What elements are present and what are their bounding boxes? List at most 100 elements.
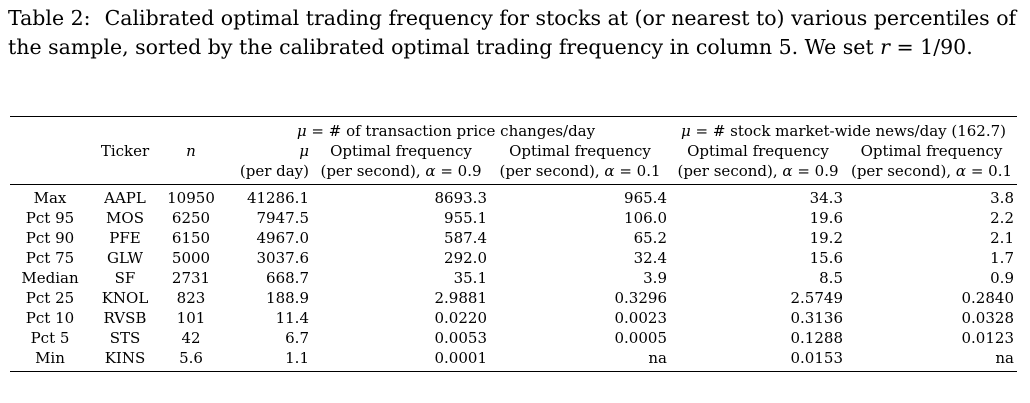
percentile-cell: Pct 75 bbox=[25, 249, 75, 267]
ticker-cell: AAPL bbox=[104, 189, 146, 207]
table-row: Pct 10 RVSB 101 11.4 0.0220 0.0023 0.3136 0.032… bbox=[10, 308, 1017, 328]
ticker-cell: GLW bbox=[106, 249, 144, 267]
n-cell: 5000 bbox=[171, 249, 211, 267]
mu-cell: 11.4 bbox=[275, 309, 309, 327]
freq-news-01-cell: 0.2840 bbox=[961, 289, 1015, 307]
n-cell: 5.6 bbox=[179, 349, 203, 367]
freq-trans-09-cell: 35.1 bbox=[453, 269, 487, 287]
ticker-cell: KINS bbox=[104, 349, 146, 367]
percentile-cell: Pct 95 bbox=[25, 209, 75, 227]
table-row: Pct 95 MOS 6250 7947.5 955.1 106.0 19.6 2.2 bbox=[10, 208, 1017, 228]
freq-news-09-cell: 2.5749 bbox=[790, 289, 844, 307]
caption-label: Table 2: bbox=[8, 6, 91, 30]
n-cell: 6150 bbox=[171, 229, 211, 247]
col-header-of3: Optimal frequency bbox=[687, 142, 829, 160]
freq-news-09-cell: 0.0153 bbox=[790, 349, 844, 367]
freq-trans-01-cell: 106.0 bbox=[624, 209, 667, 227]
mu-cell: 4967.0 bbox=[256, 229, 310, 247]
group-header-transactions: μ = # of transaction price changes/day bbox=[296, 122, 596, 140]
freq-trans-01-cell: na bbox=[648, 349, 667, 367]
freq-trans-09-cell: 0.0001 bbox=[434, 349, 488, 367]
freq-news-01-cell: 3.8 bbox=[990, 189, 1014, 207]
mu-cell: 6.7 bbox=[285, 329, 309, 347]
freq-news-01-cell: 0.0123 bbox=[961, 329, 1015, 347]
caption-text: Calibrated optimal trading frequency for… bbox=[8, 6, 1017, 59]
group-header-news: μ = # stock market-wide news/day (162.7) bbox=[680, 122, 1007, 140]
freq-news-09-cell: 15.6 bbox=[809, 249, 843, 267]
col-subheader-of1: (per second), α = 0.9 bbox=[320, 162, 482, 180]
percentile-cell: Min bbox=[35, 349, 65, 367]
freq-news-09-cell: 0.3136 bbox=[790, 309, 844, 327]
freq-news-01-cell: 0.9 bbox=[990, 269, 1014, 287]
freq-trans-01-cell: 3.9 bbox=[643, 269, 667, 287]
table-row: Pct 25 KNOL 823 188.9 2.9881 0.3296 2.5749 0.28… bbox=[10, 288, 1017, 308]
freq-trans-09-cell: 587.4 bbox=[444, 229, 487, 247]
freq-trans-09-cell: 0.0053 bbox=[434, 329, 488, 347]
percentile-cell: Pct 90 bbox=[25, 229, 75, 247]
freq-news-09-cell: 19.6 bbox=[809, 209, 843, 227]
column-subheader-row: (per day) (per second), α = 0.9 (per sec… bbox=[10, 161, 1017, 181]
freq-news-01-cell: 1.7 bbox=[990, 249, 1014, 267]
ticker-cell: MOS bbox=[106, 209, 144, 227]
freq-trans-01-cell: 32.4 bbox=[633, 249, 667, 267]
freq-trans-09-cell: 292.0 bbox=[444, 249, 487, 267]
ticker-cell: STS bbox=[109, 329, 141, 347]
freq-trans-01-cell: 965.4 bbox=[624, 189, 667, 207]
ticker-cell: PFE bbox=[109, 229, 141, 247]
freq-trans-01-cell: 0.3296 bbox=[614, 289, 668, 307]
mu-cell: 3037.6 bbox=[256, 249, 310, 267]
mu-cell: 41286.1 bbox=[246, 189, 309, 207]
percentile-cell: Pct 5 bbox=[30, 329, 70, 347]
mu-cell: 1.1 bbox=[285, 349, 309, 367]
table-row: Pct 5 STS 42 6.7 0.0053 0.0005 0.1288 0.0123 bbox=[10, 328, 1017, 348]
freq-news-01-cell: na bbox=[995, 349, 1014, 367]
caption-text-end: = 1/90. bbox=[889, 35, 973, 59]
freq-news-09-cell: 0.1288 bbox=[790, 329, 844, 347]
percentile-cell: Pct 10 bbox=[25, 309, 75, 327]
mu-cell: 668.7 bbox=[266, 269, 309, 287]
freq-trans-09-cell: 8693.3 bbox=[434, 189, 488, 207]
table-row: Pct 75 GLW 5000 3037.6 292.0 32.4 15.6 1.7 bbox=[10, 248, 1017, 268]
ticker-cell: SF bbox=[114, 269, 136, 287]
n-cell: 42 bbox=[181, 329, 201, 347]
freq-news-09-cell: 8.5 bbox=[819, 269, 843, 287]
freq-trans-09-cell: 0.0220 bbox=[434, 309, 488, 327]
ticker-cell: RVSB bbox=[103, 309, 147, 327]
column-header-row: Ticker n μ Optimal frequency Optimal fre… bbox=[10, 141, 1017, 161]
col-header-ticker: Ticker bbox=[100, 142, 150, 160]
freq-news-09-cell: 19.2 bbox=[809, 229, 843, 247]
mu-cell: 7947.5 bbox=[256, 209, 310, 227]
table-row: Min KINS 5.6 1.1 0.0001 na 0.0153 na bbox=[10, 348, 1017, 368]
col-header-of1: Optimal frequency bbox=[330, 142, 472, 160]
col-subheader-mu: (per day) bbox=[239, 162, 309, 180]
table-row: Max AAPL 10950 41286.1 8693.3 965.4 34.3 3.8 bbox=[10, 185, 1017, 209]
freq-news-09-cell: 34.3 bbox=[809, 189, 843, 207]
col-header-mu: μ bbox=[299, 142, 309, 160]
freq-trans-09-cell: 2.9881 bbox=[434, 289, 488, 307]
freq-trans-01-cell: 0.0023 bbox=[614, 309, 668, 327]
freq-trans-01-cell: 65.2 bbox=[633, 229, 667, 247]
freq-trans-01-cell: 0.0005 bbox=[614, 329, 668, 347]
col-header-of2: Optimal frequency bbox=[509, 142, 651, 160]
col-subheader-of4: (per second), α = 0.1 bbox=[850, 162, 1013, 180]
table-caption: Table 2: Calibrated optimal trading frequ… bbox=[8, 4, 1022, 62]
n-cell: 2731 bbox=[171, 269, 211, 287]
freq-news-01-cell: 0.0328 bbox=[961, 309, 1015, 327]
group-header-row: μ = # of transaction price changes/day μ… bbox=[10, 121, 1017, 141]
n-cell: 823 bbox=[176, 289, 206, 307]
table-row: Pct 90 PFE 6150 4967.0 587.4 65.2 19.2 2.1 bbox=[10, 228, 1017, 248]
caption-var-r: r bbox=[880, 35, 890, 59]
n-cell: 6250 bbox=[171, 209, 211, 227]
mu-cell: 188.9 bbox=[266, 289, 309, 307]
col-subheader-of3: (per second), α = 0.9 bbox=[677, 162, 839, 180]
col-header-n: n bbox=[186, 142, 196, 160]
n-cell: 10950 bbox=[167, 189, 215, 207]
freq-news-01-cell: 2.2 bbox=[990, 209, 1014, 227]
freq-news-01-cell: 2.1 bbox=[990, 229, 1014, 247]
table-body: Max AAPL 10950 41286.1 8693.3 965.4 34.3 3.8 Pct… bbox=[10, 185, 1017, 369]
results-table: μ = # of transaction price changes/day μ… bbox=[10, 116, 1017, 372]
ticker-cell: KNOL bbox=[101, 289, 149, 307]
percentile-cell: Pct 25 bbox=[25, 289, 75, 307]
percentile-cell: Max bbox=[33, 189, 67, 207]
col-header-of4: Optimal frequency bbox=[860, 142, 1003, 160]
